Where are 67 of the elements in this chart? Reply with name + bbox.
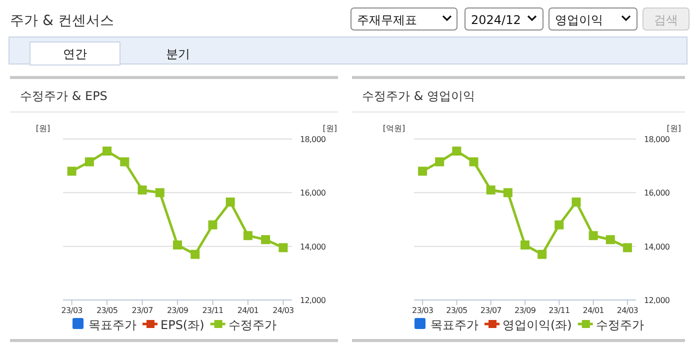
point xyxy=(155,188,164,198)
y2-tick-label: 16,000 xyxy=(300,188,326,198)
point xyxy=(572,198,581,207)
point xyxy=(554,220,564,230)
point xyxy=(538,250,547,259)
y-axis-title: [억원] xyxy=(382,124,406,133)
point xyxy=(486,185,496,194)
point xyxy=(208,220,218,230)
legend-label: EPS(좌) xyxy=(160,318,204,332)
y2-tick-label: 12,000 xyxy=(300,296,326,305)
legend-label: 영업이익(좌) xyxy=(502,318,572,332)
point xyxy=(84,157,94,166)
chart-title: 수정주가 & 영업이익 xyxy=(362,89,475,103)
point xyxy=(435,157,444,166)
y2-tick-label: 14,000 xyxy=(300,242,326,252)
legend-label: 수정주가 xyxy=(596,318,644,332)
x-tick-label: 23/07 xyxy=(132,306,154,315)
x-tick-label: 23/05 xyxy=(96,306,118,315)
legend-label: 목표주가 xyxy=(88,318,136,332)
text: 연간 xyxy=(63,47,87,61)
point xyxy=(226,198,235,207)
point xyxy=(469,157,478,166)
x-tick-label: 23/11 xyxy=(202,306,224,315)
point xyxy=(102,146,112,156)
point xyxy=(120,157,130,166)
x-tick-label: 23/09 xyxy=(514,306,536,315)
text: 주가 & 컨센서스 xyxy=(10,13,114,29)
x-tick-label: 24/03 xyxy=(272,306,294,315)
point xyxy=(67,166,76,176)
point xyxy=(278,243,288,252)
x-tick-label: 23/09 xyxy=(166,306,188,315)
point xyxy=(520,240,530,250)
point xyxy=(190,250,200,259)
x-tick-label: 24/03 xyxy=(616,306,638,315)
point xyxy=(261,235,270,244)
x-tick-label: 23/03 xyxy=(412,306,434,315)
point xyxy=(418,166,428,176)
point xyxy=(452,146,462,156)
text: 검색 xyxy=(654,13,678,27)
x-tick-label: 23/11 xyxy=(548,306,570,315)
y2-axis-title: [원] xyxy=(666,124,681,133)
point xyxy=(588,231,598,240)
x-tick-label: 24/01 xyxy=(582,306,604,315)
point xyxy=(503,188,512,198)
legend-label: 수정주가 xyxy=(228,318,276,332)
chart-title: 수정주가 & EPS xyxy=(20,89,108,103)
y2-tick-label: 16,000 xyxy=(644,188,670,198)
x-tick-label: 23/07 xyxy=(480,306,502,315)
point xyxy=(138,185,147,194)
text: 분기 xyxy=(166,47,190,61)
y2-axis-title: [원] xyxy=(322,124,337,133)
y2-tick-label: 18,000 xyxy=(300,135,326,144)
text: 2024/12 xyxy=(471,13,521,27)
point xyxy=(173,240,182,250)
point xyxy=(243,231,252,240)
y-axis-title: [원] xyxy=(36,124,50,133)
y2-tick-label: 14,000 xyxy=(644,242,670,252)
x-tick-label: 24/01 xyxy=(237,306,259,315)
legend-label: 목표주가 xyxy=(430,318,478,332)
x-tick-label: 23/05 xyxy=(446,306,468,315)
y2-tick-label: 12,000 xyxy=(644,296,670,305)
x-tick-label: 23/03 xyxy=(61,306,83,315)
point xyxy=(622,243,632,252)
point xyxy=(606,235,615,244)
y2-tick-label: 18,000 xyxy=(644,135,670,144)
text: 주재무제표 xyxy=(357,13,417,27)
text: 영업이익 xyxy=(555,13,603,27)
